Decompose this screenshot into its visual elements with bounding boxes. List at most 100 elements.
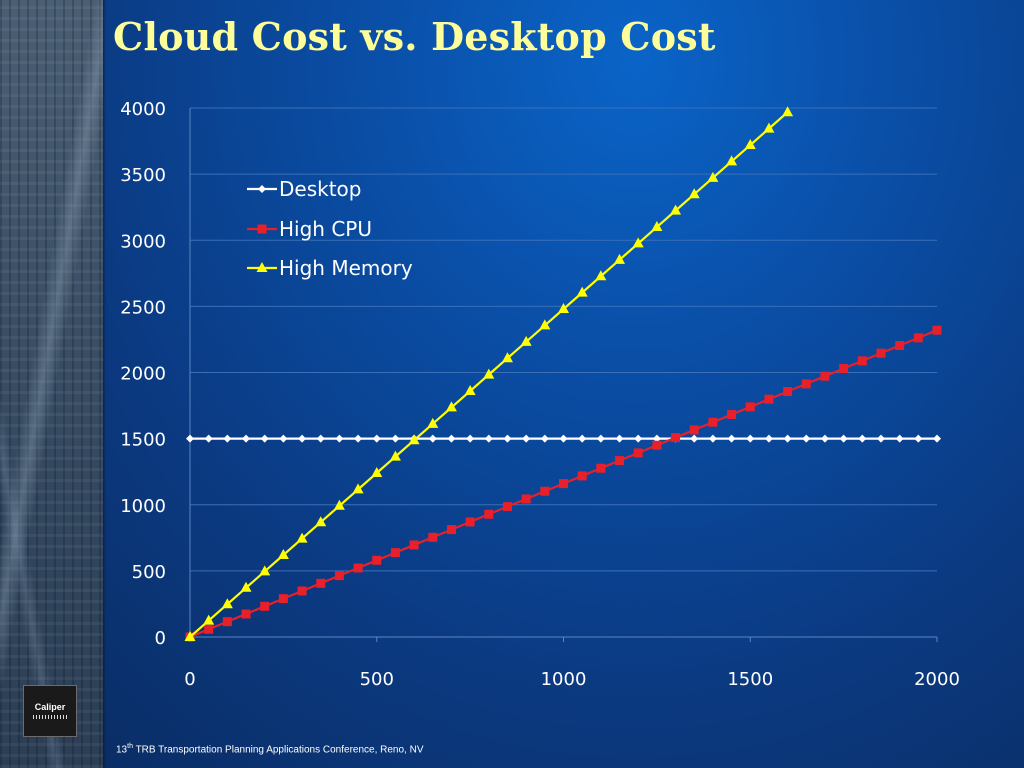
legend-marker-high-cpu xyxy=(257,224,267,234)
point-high-memory-1100 xyxy=(595,270,607,281)
point-desktop-950 xyxy=(540,434,549,443)
point-desktop-850 xyxy=(503,434,512,443)
point-desktop-100 xyxy=(223,434,232,443)
point-high-cpu-1900 xyxy=(895,341,905,351)
point-desktop-0 xyxy=(186,434,194,443)
chart-series xyxy=(184,106,942,642)
point-high-memory-450 xyxy=(352,483,364,494)
point-desktop-1350 xyxy=(690,434,699,443)
point-high-memory-100 xyxy=(221,598,233,609)
legend-label-high-cpu: High CPU xyxy=(279,217,372,241)
point-high-memory-1350 xyxy=(688,188,700,199)
caliper-logo: Caliper xyxy=(23,685,77,737)
point-desktop-500 xyxy=(372,434,381,443)
point-desktop-1600 xyxy=(783,434,792,443)
footer-text: TRB Transportation Planning Applications… xyxy=(132,744,424,756)
point-high-memory-150 xyxy=(240,581,252,592)
point-high-cpu-1550 xyxy=(764,394,774,404)
point-high-cpu-1850 xyxy=(876,348,886,358)
y-tick-label-3000: 3000 xyxy=(120,231,166,252)
point-desktop-1750 xyxy=(839,434,848,443)
aerial-photo-strip xyxy=(0,0,103,768)
point-high-memory-950 xyxy=(539,319,551,330)
point-high-memory-1250 xyxy=(651,221,663,232)
point-desktop-1000 xyxy=(559,434,568,443)
point-desktop-1900 xyxy=(895,434,904,443)
x-tick-label-500: 500 xyxy=(360,669,394,690)
point-high-cpu-700 xyxy=(446,525,456,535)
x-tick-label-2000: 2000 xyxy=(914,669,960,690)
legend-label-desktop: Desktop xyxy=(279,177,361,201)
point-high-memory-700 xyxy=(445,401,457,412)
point-high-cpu-600 xyxy=(409,540,419,550)
point-high-cpu-500 xyxy=(372,555,382,565)
point-high-memory-1200 xyxy=(632,237,644,248)
point-high-memory-550 xyxy=(389,450,401,461)
point-desktop-200 xyxy=(260,434,269,443)
point-high-memory-900 xyxy=(520,335,532,346)
point-high-cpu-800 xyxy=(484,509,494,519)
point-high-cpu-1800 xyxy=(857,356,867,366)
point-high-memory-500 xyxy=(371,467,383,478)
point-high-cpu-1950 xyxy=(913,333,923,343)
point-high-cpu-1450 xyxy=(727,410,737,420)
point-high-memory-1050 xyxy=(576,286,588,297)
point-desktop-1400 xyxy=(708,434,717,443)
y-tick-label-1000: 1000 xyxy=(120,496,166,517)
point-high-memory-250 xyxy=(277,549,289,560)
point-desktop-1200 xyxy=(634,434,643,443)
point-high-cpu-650 xyxy=(428,532,438,542)
point-high-cpu-1250 xyxy=(652,440,662,450)
slide-title: Cloud Cost vs. Desktop Cost xyxy=(113,14,716,59)
point-high-cpu-1200 xyxy=(633,448,643,458)
point-high-cpu-200 xyxy=(260,601,270,611)
y-tick-label-2500: 2500 xyxy=(120,297,166,318)
point-high-memory-1400 xyxy=(707,171,719,182)
point-high-cpu-350 xyxy=(316,578,326,588)
point-high-memory-650 xyxy=(427,417,439,428)
point-high-cpu-550 xyxy=(390,548,400,558)
point-high-cpu-1000 xyxy=(559,479,568,489)
point-desktop-2000 xyxy=(933,434,941,443)
y-tick-label-1500: 1500 xyxy=(120,430,166,451)
slide-footer: 13th TRB Transportation Planning Applica… xyxy=(116,743,424,755)
chart-legend: Desktop High CPU High Memory xyxy=(247,177,413,280)
point-high-cpu-1650 xyxy=(801,379,811,389)
point-desktop-1550 xyxy=(764,434,773,443)
point-high-memory-1450 xyxy=(726,155,738,166)
point-desktop-650 xyxy=(428,434,437,443)
point-high-cpu-100 xyxy=(222,617,232,627)
point-desktop-1850 xyxy=(876,434,885,443)
x-tick-label-1000: 1000 xyxy=(541,669,587,690)
point-high-cpu-50 xyxy=(204,624,214,634)
point-high-memory-1300 xyxy=(670,204,682,215)
x-tick-label-1500: 1500 xyxy=(727,669,773,690)
point-high-cpu-900 xyxy=(521,494,531,504)
point-high-cpu-1350 xyxy=(689,425,699,435)
point-desktop-150 xyxy=(242,434,251,443)
point-high-cpu-150 xyxy=(241,609,251,619)
legend-label-high-memory: High Memory xyxy=(279,256,413,280)
point-high-memory-800 xyxy=(483,368,495,379)
point-desktop-450 xyxy=(354,434,363,443)
point-high-cpu-1600 xyxy=(783,387,793,397)
point-desktop-350 xyxy=(316,434,325,443)
point-desktop-1100 xyxy=(596,434,605,443)
point-high-cpu-850 xyxy=(502,502,512,512)
x-tick-label-0: 0 xyxy=(184,669,195,690)
point-high-cpu-450 xyxy=(353,563,363,573)
caliper-logo-ruler xyxy=(33,715,67,719)
point-high-memory-50 xyxy=(203,614,215,625)
point-high-memory-200 xyxy=(259,565,271,576)
point-desktop-1650 xyxy=(802,434,811,443)
y-tick-label-4000: 4000 xyxy=(120,99,166,120)
y-tick-label-500: 500 xyxy=(132,562,166,583)
point-high-memory-1000 xyxy=(558,303,569,314)
point-desktop-1450 xyxy=(727,434,736,443)
caliper-logo-text: Caliper xyxy=(34,702,66,712)
point-desktop-1950 xyxy=(914,434,923,443)
point-desktop-50 xyxy=(204,434,213,443)
point-high-memory-750 xyxy=(464,385,476,396)
point-high-cpu-1100 xyxy=(596,463,606,473)
